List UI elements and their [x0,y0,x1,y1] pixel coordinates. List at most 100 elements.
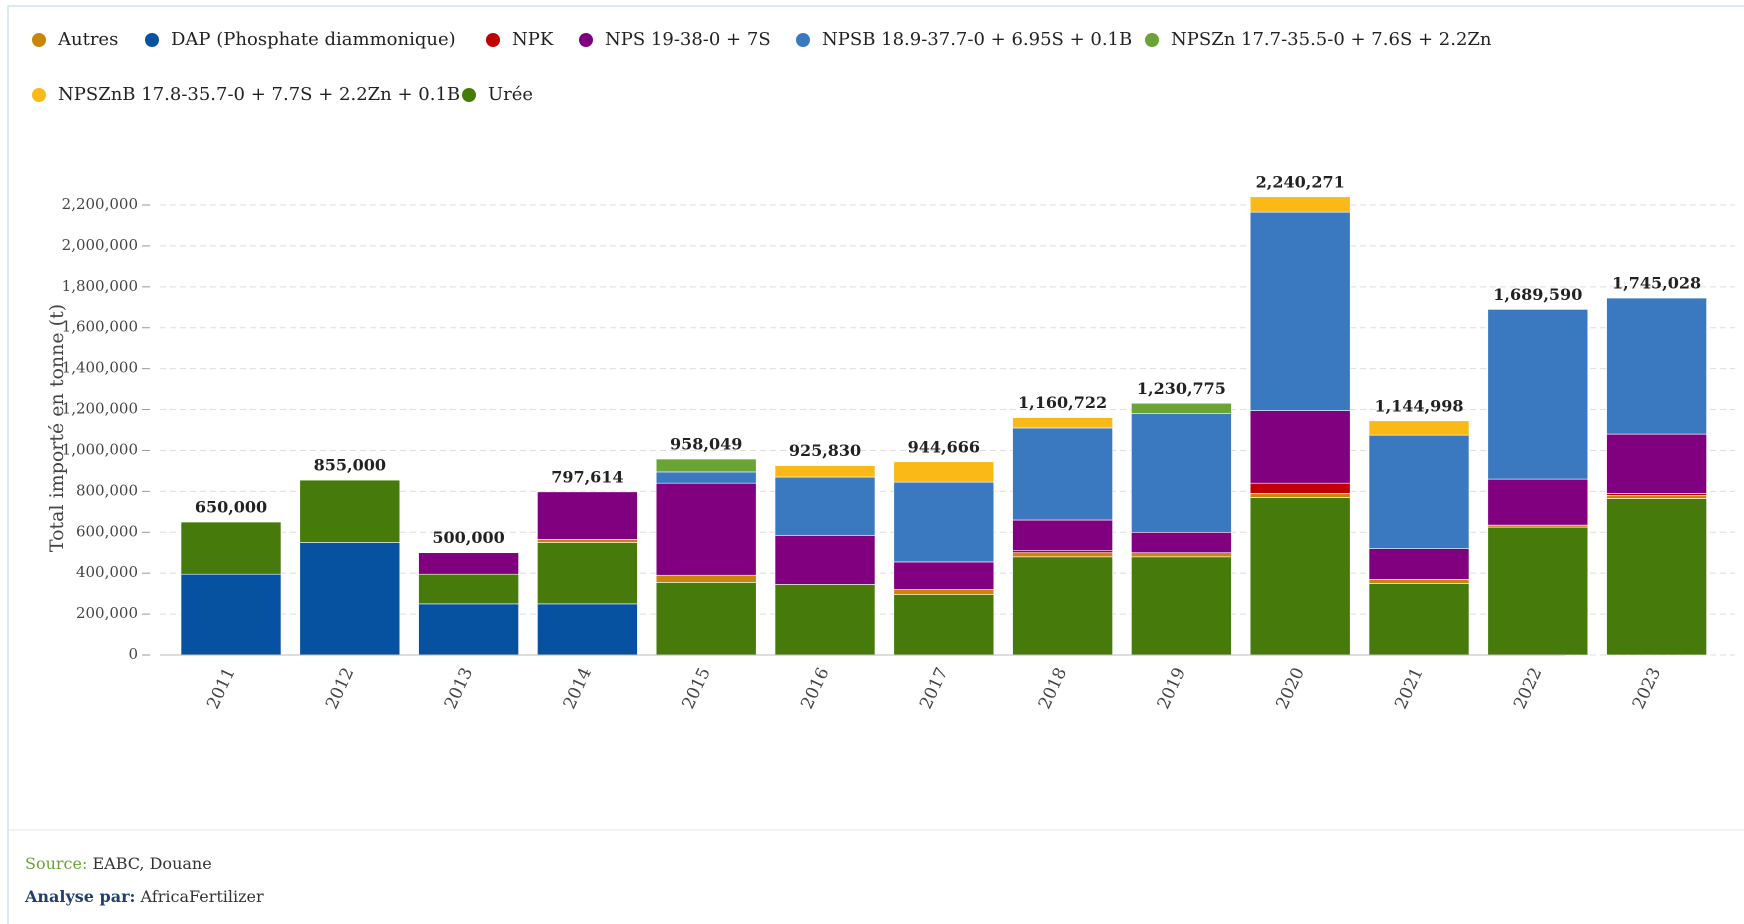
y-tick-label: 1,600,000 [62,318,138,336]
bar-segment [1249,410,1351,484]
legend-label: DAP (Phosphate diammonique) [171,29,456,50]
legend-swatch [32,88,46,102]
y-axis-title: Total importé en tonne (t) [46,304,68,552]
bar-segment [1368,420,1470,436]
y-tick-label: 0 [128,645,138,663]
y-tick-label: 400,000 [76,563,138,581]
total-label: 1,144,998 [1374,396,1463,415]
bar-segment [1249,211,1351,411]
bar-segment [655,471,757,484]
footer-source: Source: EABC, Douane [25,854,212,873]
total-label: 958,049 [670,435,742,454]
bar-segment [537,491,638,540]
x-tick-label: 2022 [1510,665,1546,713]
bar-segment [1368,548,1470,580]
legend-swatch [796,33,810,47]
bar-segment [537,542,638,605]
bar-segment [893,561,995,590]
x-tick-label: 2014 [560,665,596,713]
legend-swatch [32,33,46,47]
legend-label: NPS 19-38-0 + 7S [605,29,771,50]
bar-segment [774,584,876,656]
bar-segment [655,574,757,583]
x-tick-label: 2012 [322,665,358,713]
legend-label: Autres [57,29,118,50]
bar-segment [893,461,995,483]
bar-segment [1249,493,1351,498]
bar-segment [1012,427,1113,521]
x-tick-label: 2019 [1154,665,1190,713]
y-tick-label: 1,800,000 [62,277,138,295]
bar-segment [655,458,757,473]
bar-segment [180,573,282,656]
footer-analysis: Analyse par: AfricaFertilizer [24,887,264,906]
x-tick-label: 2018 [1035,665,1071,713]
analysis-text: AfricaFertilizer [140,887,264,906]
bar-segment [1487,526,1589,656]
x-tick-label: 2013 [441,665,477,713]
x-tick-label: 2017 [916,665,952,713]
bar-segment [893,481,995,563]
total-label: 500,000 [432,528,504,547]
legend-swatch [486,33,500,47]
bar-segment [1368,583,1470,656]
x-tick-label: 2015 [678,665,714,713]
y-tick-label: 1,000,000 [62,440,138,458]
bar-segment [774,535,876,585]
y-tick-label: 200,000 [76,604,138,622]
bar-segment [1012,519,1113,551]
bar-segment [1606,297,1707,435]
bar-segment [1249,482,1351,494]
source-label: Source: [25,854,87,873]
total-label: 925,830 [789,441,861,460]
legend-label: NPSZn 17.7-35.5-0 + 7.6S + 2.2Zn [1171,29,1492,50]
bar-segment [1487,478,1589,526]
frame [7,5,1744,924]
bar-segment [418,573,519,605]
bar-segment [1131,402,1232,414]
bar-segment [1487,309,1589,480]
bar-segment [299,542,401,656]
x-tick-label: 2016 [797,665,833,713]
bar-segment [893,594,995,656]
total-label: 855,000 [314,456,386,475]
legend-swatch [1145,33,1159,47]
x-tick-label: 2011 [203,665,239,713]
total-label: 1,745,028 [1612,274,1701,293]
legend-label: NPSZnB 17.8-35.7-0 + 7.7S + 2.2Zn + 0.1B [58,84,460,105]
bar-segment [655,482,757,576]
bar-segment [774,465,876,478]
x-tick-label: 2023 [1629,665,1665,713]
legend-label: NPK [512,29,554,50]
legend-label: NPSB 18.9-37.7-0 + 6.95S + 0.1B [822,29,1132,50]
bar-segment [1131,413,1232,533]
bar-segment [537,539,638,543]
bar-segment [1606,433,1707,494]
analysis-label: Analyse par: [24,887,135,906]
bar-segment [1368,434,1470,549]
bar-segment [418,603,519,656]
y-tick-label: 1,200,000 [62,400,138,418]
bar-segment [537,603,638,656]
bar-segment [1606,493,1707,496]
bar-segment [299,479,401,543]
bar-segment [1249,497,1351,656]
bar-segment [1131,556,1232,656]
total-label: 650,000 [195,498,267,517]
source-text: EABC, Douane [92,854,211,873]
bar-segment [1487,524,1589,528]
bar-segment [1368,579,1470,584]
total-label: 1,230,775 [1137,379,1226,398]
y-tick-label: 2,000,000 [62,236,138,254]
bar-segment [1012,550,1113,554]
total-label: 1,160,722 [1018,393,1107,412]
y-tick-label: 2,200,000 [62,195,138,213]
total-label: 2,240,271 [1256,172,1345,191]
bar-segment [1131,531,1232,554]
bar-segment [893,589,995,595]
legend-swatch [145,33,159,47]
bar-segment [655,582,757,656]
y-tick-label: 800,000 [76,481,138,499]
total-label: 797,614 [551,467,623,486]
